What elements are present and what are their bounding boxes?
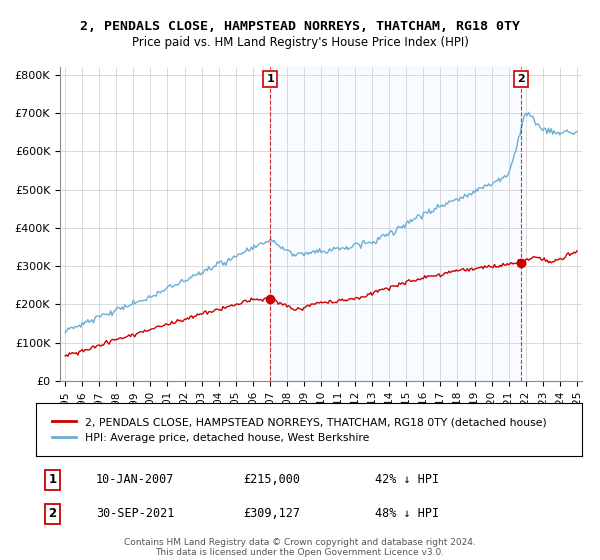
Legend: 2, PENDALS CLOSE, HAMPSTEAD NORREYS, THATCHAM, RG18 0TY (detached house), HPI: A: 2, PENDALS CLOSE, HAMPSTEAD NORREYS, THA… xyxy=(47,412,552,448)
Text: £215,000: £215,000 xyxy=(244,473,301,486)
Text: 2: 2 xyxy=(49,507,56,520)
Text: Contains HM Land Registry data © Crown copyright and database right 2024.
This d: Contains HM Land Registry data © Crown c… xyxy=(124,538,476,557)
Text: 1: 1 xyxy=(266,74,274,83)
Text: £309,127: £309,127 xyxy=(244,507,301,520)
Text: 42% ↓ HPI: 42% ↓ HPI xyxy=(374,473,439,486)
Text: 2, PENDALS CLOSE, HAMPSTEAD NORREYS, THATCHAM, RG18 0TY: 2, PENDALS CLOSE, HAMPSTEAD NORREYS, THA… xyxy=(80,20,520,32)
Bar xyxy=(271,67,521,381)
Text: 1: 1 xyxy=(49,473,56,486)
Text: Price paid vs. HM Land Registry's House Price Index (HPI): Price paid vs. HM Land Registry's House … xyxy=(131,36,469,49)
Text: 30-SEP-2021: 30-SEP-2021 xyxy=(96,507,175,520)
Text: 48% ↓ HPI: 48% ↓ HPI xyxy=(374,507,439,520)
Text: 10-JAN-2007: 10-JAN-2007 xyxy=(96,473,175,486)
Text: 2: 2 xyxy=(518,74,526,83)
